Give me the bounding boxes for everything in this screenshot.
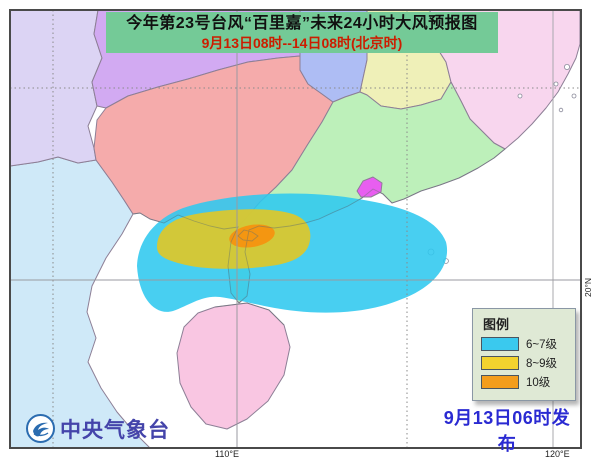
cma-logo-icon (26, 414, 55, 443)
coastline-overlay (132, 148, 506, 326)
legend-box: 图例 6~7级 8~9级 10级 (472, 308, 576, 401)
region-hongkong (356, 176, 383, 198)
map-title: 今年第23号台风“百里嘉”未来24小时大风预报图 (126, 14, 478, 32)
legend-title: 图例 (483, 317, 510, 332)
lon-label-110e: 110°E (215, 449, 239, 459)
legend-label: 10级 (526, 377, 551, 389)
agency-name: 中央气象台 (60, 418, 170, 442)
agency-brand: 中央气象台 (25, 413, 170, 444)
wind-10 (229, 224, 275, 248)
legend-label: 8~9级 (526, 358, 558, 370)
map-title-box: 今年第23号台风“百里嘉”未来24小时大风预报图 9月13日08时--14日08… (106, 12, 498, 53)
map-subtitle: 9月13日08时--14日08时(北京时) (201, 34, 403, 51)
lat-label-20n: 20°N (583, 278, 593, 297)
legend-item: 8~9级 (481, 355, 567, 371)
lon-label-120e: 120°E (545, 449, 570, 459)
legend-swatch (481, 375, 519, 389)
legend-item: 6~7级 (481, 336, 567, 352)
legend-items: 6~7级 8~9级 10级 (481, 336, 567, 390)
legend-swatch (481, 356, 519, 370)
legend-label: 6~7级 (526, 339, 558, 351)
legend-item: 10级 (481, 374, 567, 390)
legend-swatch (481, 337, 519, 351)
map-frame (9, 9, 582, 449)
issue-time: 9月13日06时发布 (443, 408, 571, 454)
